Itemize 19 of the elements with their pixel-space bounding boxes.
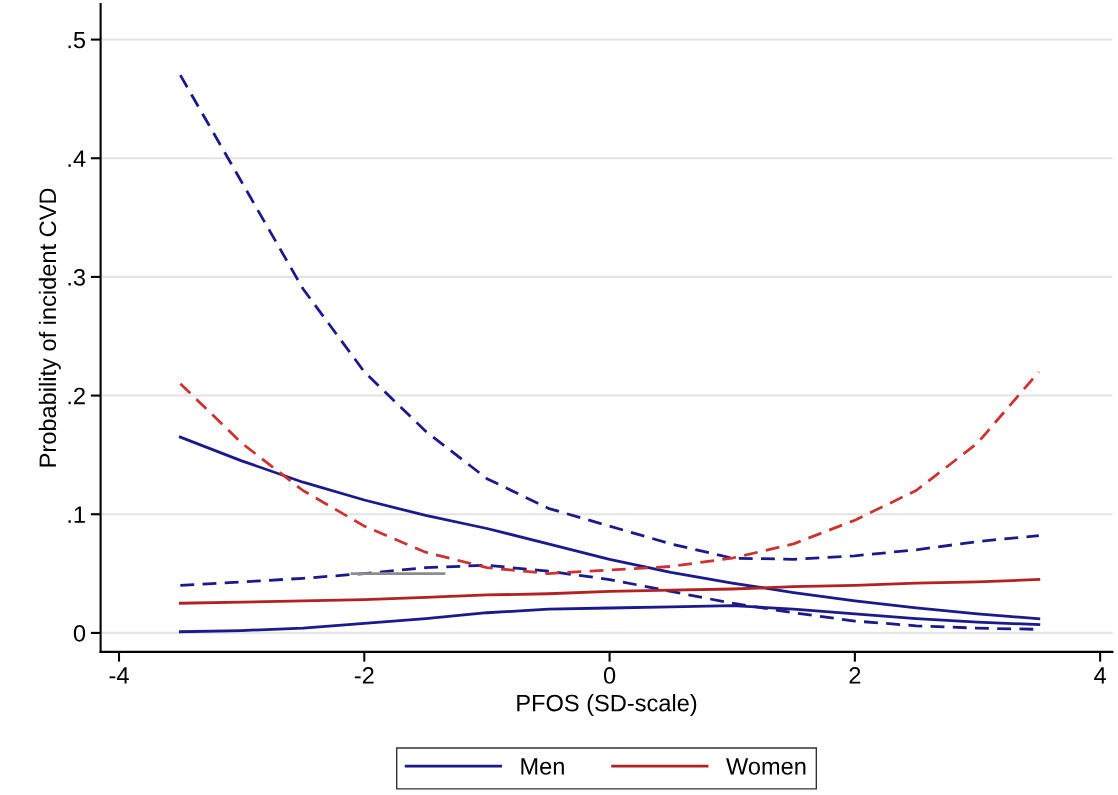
line-series	[178, 370, 1041, 575]
x-tick-label: -4	[109, 667, 129, 684]
x-tick-label: 4	[1094, 667, 1107, 684]
x-tick-label: 0	[603, 667, 616, 684]
y-tick-label: .1	[68, 506, 85, 523]
y-tick-label: .2	[68, 387, 85, 405]
line-series	[178, 73, 1041, 561]
line-series	[178, 578, 1041, 605]
x-tick-label: -2	[354, 667, 374, 684]
y-tick-label: 0	[73, 624, 86, 642]
y-tick-label: .5	[68, 31, 86, 49]
line-series	[178, 435, 1041, 621]
y-axis-title: Probability of incident CVD	[38, 188, 61, 467]
y-tick-label: .3	[68, 268, 85, 286]
y-tick-label: .4	[68, 150, 86, 167]
x-axis-title: PFOS (SD-scale)	[517, 694, 697, 717]
legend-label: Women	[726, 758, 806, 775]
x-tick-label: 2	[849, 667, 861, 684]
legend-label: Men	[521, 758, 564, 775]
